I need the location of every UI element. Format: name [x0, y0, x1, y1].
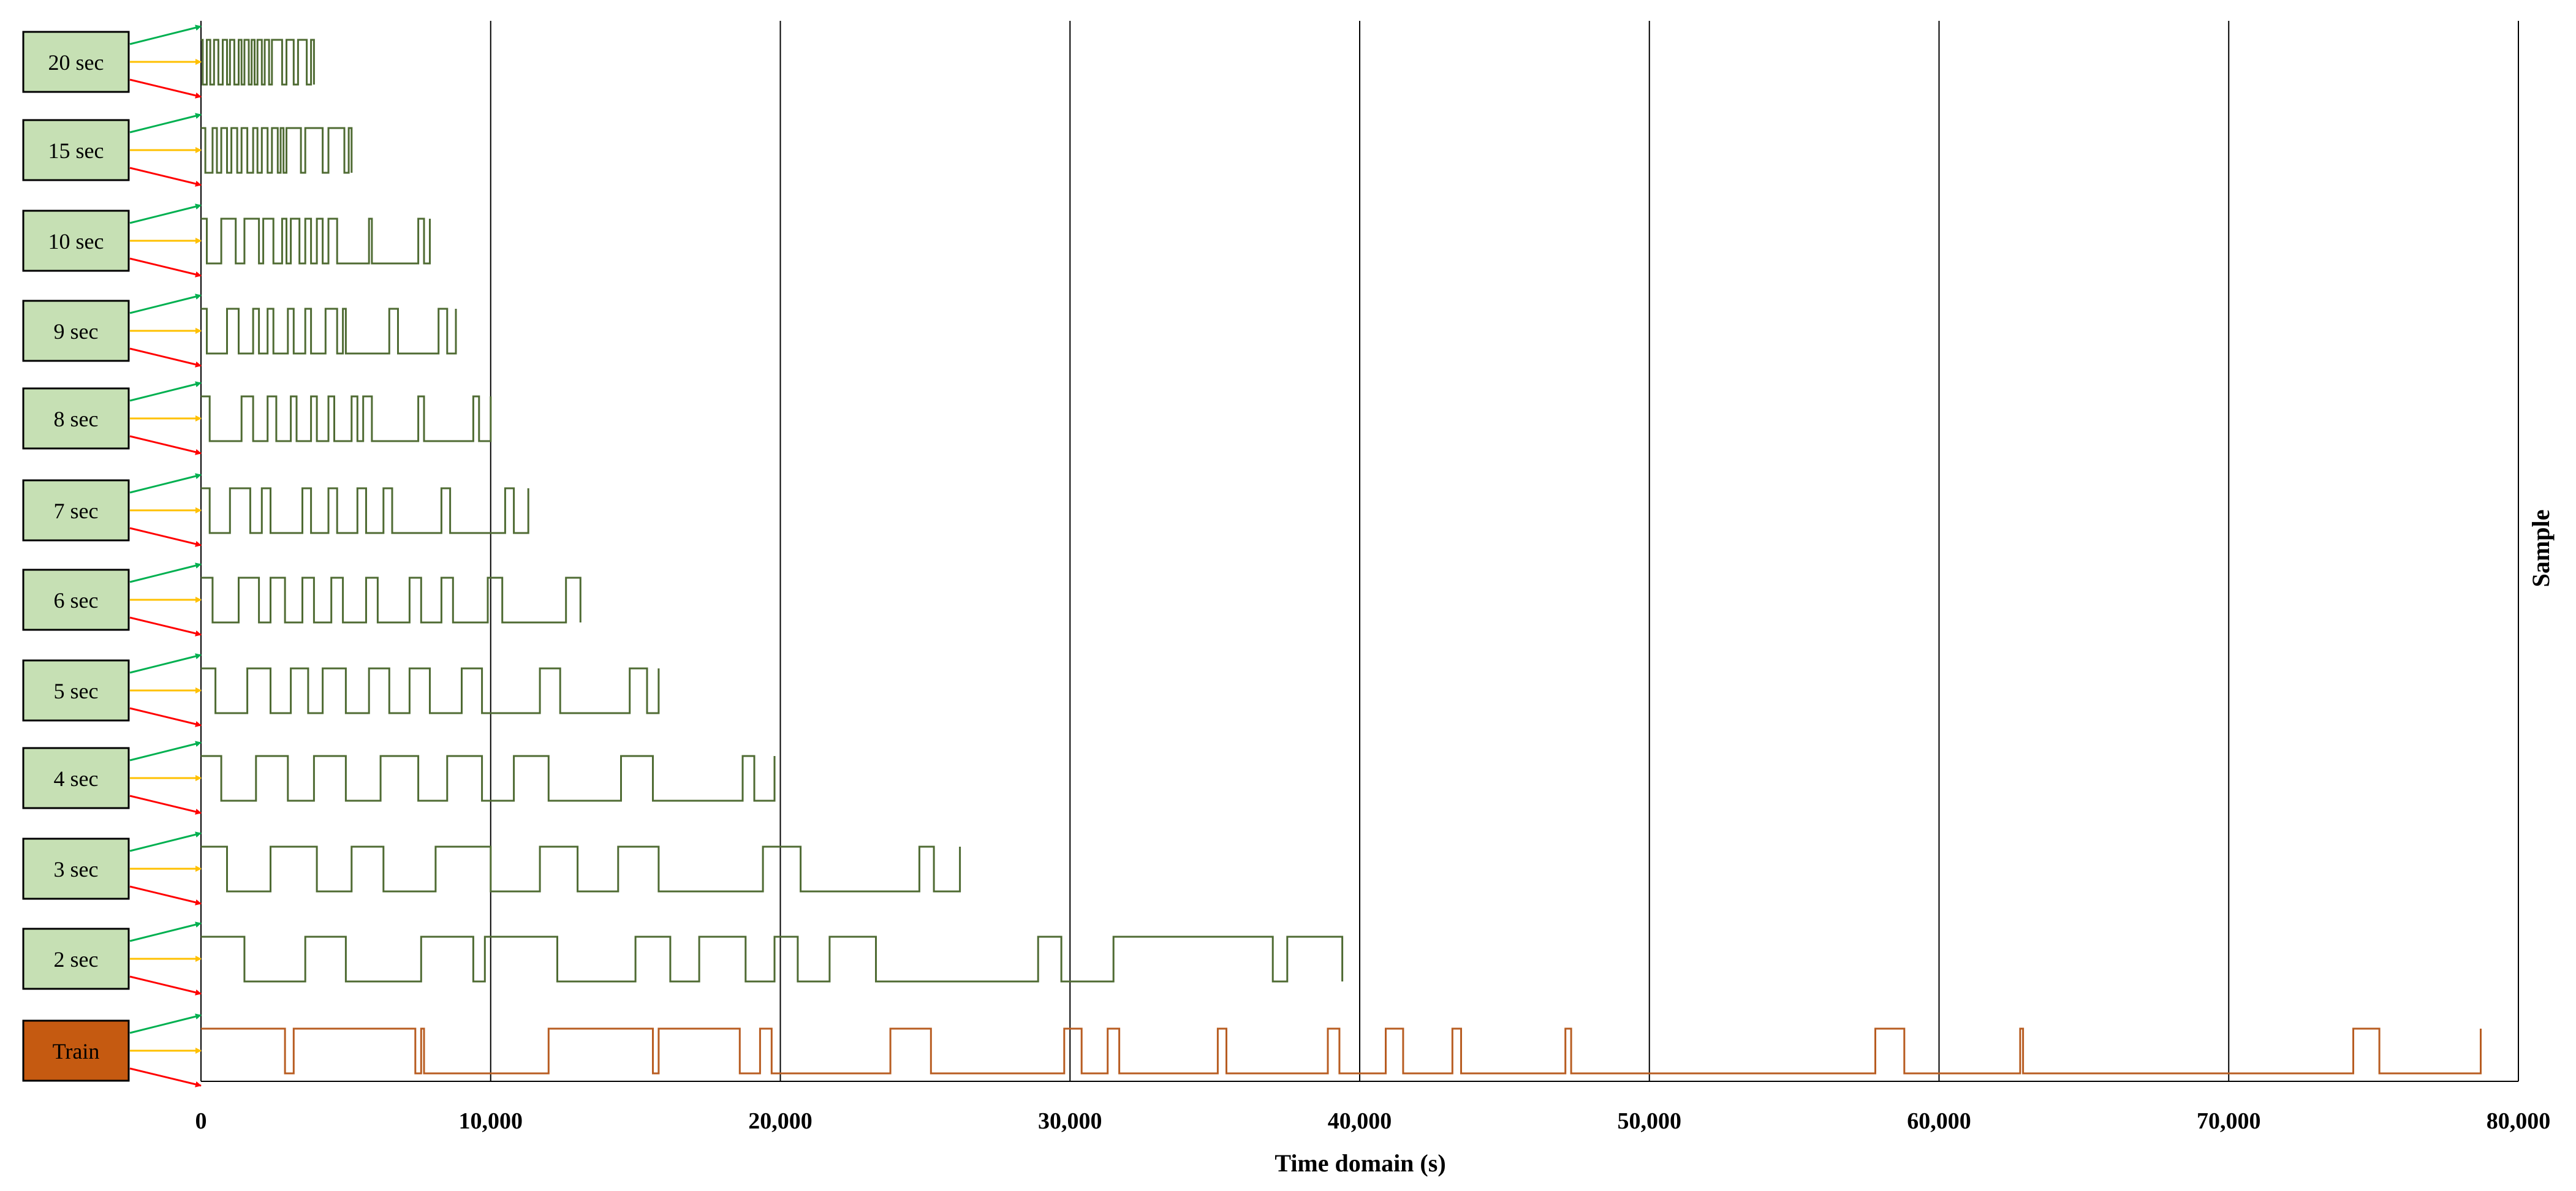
sample-label: 15 sec: [22, 113, 202, 187]
series-label: 9 sec: [54, 319, 99, 344]
series-label: 4 sec: [54, 766, 99, 791]
arrow-red: [129, 257, 202, 278]
sample-label: 10 sec: [22, 203, 202, 278]
arrow-red: [129, 167, 202, 187]
x-tick-label: 60,000: [1907, 1108, 1971, 1134]
y-axis-label: Sample: [2527, 510, 2555, 588]
sample-signal-line: [201, 39, 315, 86]
arrow-red: [129, 527, 202, 547]
sample-label: 3 sec: [22, 831, 202, 906]
sample-signal-line: [201, 936, 1344, 983]
train-label: Train: [22, 1013, 202, 1087]
sample-signal-line: [201, 217, 431, 265]
sample-signal-line: [201, 667, 660, 714]
label-box-rect: [22, 837, 130, 900]
arrow-green: [129, 293, 202, 314]
label-box-rect: [22, 387, 130, 450]
sample-signal-line: [201, 127, 353, 174]
arrow-red: [129, 435, 202, 455]
arrow-green: [129, 1013, 202, 1034]
arrow-red: [129, 616, 202, 637]
x-tick-label: 30,000: [1038, 1108, 1102, 1134]
label-box-rect: [22, 300, 130, 362]
series-label: 6 sec: [54, 588, 99, 613]
x-tick-label: 20,000: [748, 1108, 813, 1134]
series-label: 20 sec: [48, 50, 104, 75]
sample-signal-line: [201, 487, 529, 534]
train-signal-line: [201, 1027, 2482, 1075]
series-label: 5 sec: [54, 679, 99, 703]
series-label: 7 sec: [54, 499, 99, 523]
sample-label: 5 sec: [22, 653, 202, 727]
series-label: 15 sec: [48, 138, 104, 163]
series-label: 8 sec: [54, 407, 99, 431]
arrow-red: [129, 1067, 202, 1087]
label-box-rect: [22, 928, 130, 990]
x-tick-label: 40,000: [1328, 1108, 1392, 1134]
sample-signal-line: [201, 845, 961, 893]
arrow-green: [129, 473, 202, 494]
sample-signal-line: [201, 395, 492, 442]
label-box-rect: [22, 119, 130, 181]
arrow-red: [129, 795, 202, 815]
arrow-red: [129, 78, 202, 99]
arrow-green: [129, 562, 202, 583]
arrow-green: [129, 25, 202, 45]
x-tick-label: 70,000: [2197, 1108, 2261, 1134]
sample-label: 9 sec: [22, 293, 202, 368]
sample-label: 20 sec: [22, 25, 202, 99]
series-layer: [201, 39, 2482, 1075]
label-box-rect: [22, 31, 130, 93]
sample-label: 7 sec: [22, 473, 202, 547]
arrow-red: [129, 347, 202, 368]
label-box-rect: [22, 569, 130, 631]
sample-label: 8 sec: [22, 381, 202, 455]
arrow-green: [129, 381, 202, 402]
sample-signal-line: [201, 308, 457, 355]
arrow-green: [129, 921, 202, 942]
arrow-green: [129, 831, 202, 852]
series-label: 3 sec: [54, 857, 99, 882]
arrow-red: [129, 707, 202, 727]
arrow-red: [129, 885, 202, 906]
label-box-rect: [22, 1019, 130, 1082]
sample-label: 6 sec: [22, 562, 202, 637]
sample-signal-line: [201, 755, 776, 802]
sample-signal-line: [201, 577, 581, 624]
arrow-red: [129, 975, 202, 996]
row-labels: 20 sec 15 sec 10 sec 9 sec 8 sec 7 sec 6 sec 5 …: [22, 25, 202, 1087]
arrow-green: [129, 203, 202, 224]
x-tick-label: 50,000: [1618, 1108, 1682, 1134]
series-label: 2 sec: [54, 947, 99, 972]
label-box-rect: [22, 210, 130, 272]
grid-lines: [200, 21, 2519, 1081]
label-box-rect: [22, 479, 130, 542]
sample-label: 4 sec: [22, 741, 202, 815]
series-label: Train: [53, 1039, 100, 1064]
x-tick-label: 0: [195, 1108, 207, 1134]
x-axis-label: Time domain (s): [1275, 1149, 1445, 1177]
arrow-green: [129, 741, 202, 762]
x-tick-label: 80,000: [2487, 1108, 2551, 1134]
x-axis: Time domain (s) Sample 0 10,000 20,000 30,0…: [195, 510, 2555, 1177]
label-box-rect: [22, 747, 130, 809]
series-label: 10 sec: [48, 229, 104, 254]
arrow-green: [129, 653, 202, 674]
sample-label: 2 sec: [22, 921, 202, 996]
label-box-rect: [22, 659, 130, 722]
arrow-green: [129, 113, 202, 134]
x-tick-label: 10,000: [459, 1108, 523, 1134]
